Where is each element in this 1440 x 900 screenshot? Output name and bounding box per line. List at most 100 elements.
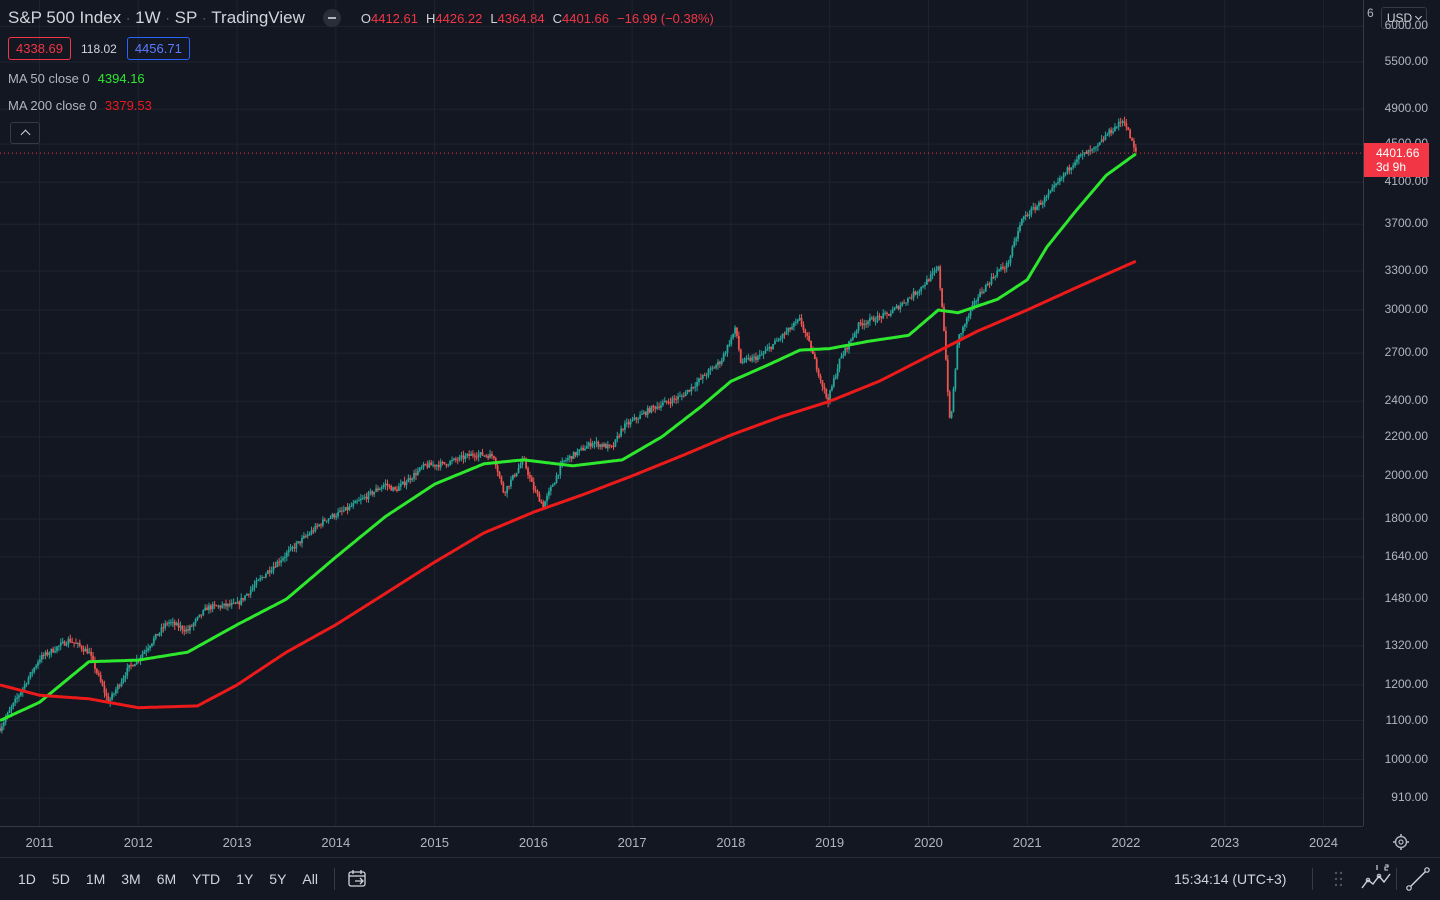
bar-countdown: 3d 9h [1376, 160, 1407, 175]
price-bar-body [59, 642, 62, 646]
close-value: 4401.66 [562, 10, 609, 26]
price-bar-body [1081, 153, 1084, 155]
price-bar-body [574, 452, 577, 456]
price-bar-body [141, 653, 144, 658]
low-label: L [490, 10, 498, 26]
hide-legend-icon[interactable] [322, 9, 341, 27]
price-bar-body [703, 375, 706, 377]
price-bar-body [38, 659, 41, 663]
price-bar-body [426, 464, 429, 468]
price-bar-body [893, 307, 896, 310]
price-bar-body [1085, 152, 1088, 154]
price-bar-body [439, 461, 442, 468]
price-bar-body [612, 445, 615, 447]
price-bar-body [905, 302, 907, 304]
price-bar-body [86, 648, 89, 654]
price-bar-body [1020, 219, 1023, 225]
ma200-line [0, 259, 1137, 710]
price-bar-body [217, 605, 220, 607]
exchange-label: SP [174, 8, 198, 27]
price-bar-body [872, 317, 875, 322]
price-bar-body [563, 460, 566, 462]
price-bar-body [363, 496, 366, 498]
price-bar-body [1019, 224, 1021, 232]
price-bar-body [796, 319, 799, 322]
ma50-line [0, 152, 1137, 722]
price-bar-body [27, 677, 30, 684]
time-axis[interactable]: 2011 2012 2013 2014 2015 2016 2017 2018 2019 2020… [0, 826, 1363, 856]
price-bar-body [929, 274, 932, 282]
range-button-5y[interactable]: 5Y [269, 871, 287, 887]
price-bar-body [420, 467, 423, 469]
price-bar-body [924, 284, 926, 287]
price-bar-body [823, 386, 826, 390]
price-bar-body [432, 464, 434, 466]
price-bar-body [633, 417, 636, 420]
range-button-5d[interactable]: 5D [51, 871, 70, 887]
price-bar-body [880, 316, 883, 319]
price-bar-body [882, 313, 885, 319]
price-bar-body [466, 454, 469, 456]
price-bar-body [855, 330, 858, 334]
price-bar-body [308, 533, 311, 535]
chart-pane[interactable]: S&P 500 Index · 1W · SP · TradingView O … [0, 0, 1363, 826]
chart-canvas[interactable] [0, 0, 1363, 826]
range-button-ytd[interactable]: YTD [192, 871, 221, 887]
price-bar-body [415, 473, 417, 476]
price-bar-body [506, 486, 509, 493]
price-bar-body [223, 603, 226, 606]
ma200-legend[interactable]: MA 200 close 0 3379.53 [8, 98, 152, 113]
price-bar-body [251, 587, 254, 590]
range-button-3m[interactable]: 3M [121, 871, 141, 887]
trend-line-icon[interactable] [1405, 866, 1431, 892]
range-button-1m[interactable]: 1M [85, 871, 106, 887]
clock[interactable]: 15:34:14 (UTC+3) [1174, 871, 1287, 887]
price-bar-body [390, 485, 393, 491]
price-bar-body [952, 388, 955, 412]
price-bar-body [603, 443, 605, 447]
price-bar-body [481, 452, 484, 456]
symbol-title[interactable]: S&P 500 Index [8, 8, 122, 27]
price-label: 1320.00 [1384, 637, 1428, 652]
price-bar-body [747, 358, 750, 360]
price-bar-body [253, 584, 256, 588]
price-bar-body [599, 444, 602, 447]
range-button-1d[interactable]: 1D [18, 871, 36, 887]
price-scale[interactable]: 6 USD 6000.005500.004900.004500.004100.0… [1363, 0, 1440, 826]
ma50-legend[interactable]: MA 50 close 0 4394.16 [8, 71, 145, 86]
price-bar-body [500, 476, 503, 483]
price-bar-body [793, 323, 795, 327]
price-bar-body [84, 648, 87, 652]
gear-icon[interactable] [1392, 833, 1410, 851]
interval-label[interactable]: 1W [135, 8, 161, 27]
range-button-6m[interactable]: 6M [156, 871, 177, 887]
price-bar-body [1057, 181, 1059, 184]
price-bar-body [350, 506, 353, 508]
drag-handle-icon[interactable] [1334, 870, 1344, 888]
toolbar-divider [1396, 868, 1397, 890]
range-button-all[interactable]: All [302, 871, 318, 887]
price-bar-body [99, 675, 102, 682]
collapse-legend-button[interactable] [10, 122, 40, 144]
calendar-goto-icon[interactable] [347, 869, 369, 889]
price-bar-body [18, 695, 20, 698]
price-bar-body [1036, 206, 1038, 210]
range-button-1y[interactable]: 1Y [236, 871, 254, 887]
price-bar-body [874, 321, 877, 323]
price-bar-body [986, 283, 989, 286]
buy-button[interactable]: 4456.71 [126, 37, 190, 60]
price-bar-body [950, 411, 953, 418]
price-bar-body [145, 650, 148, 652]
price-bar-body [388, 485, 391, 487]
price-bar-body [601, 444, 604, 447]
price-bar-body [1032, 207, 1035, 209]
price-bar-body [663, 400, 666, 403]
price-bar-body [1106, 134, 1109, 136]
price-bar-body [132, 665, 134, 667]
price-bar-body [128, 664, 131, 668]
compare-chart-icon[interactable] [1360, 863, 1392, 893]
price-bar-body [272, 566, 275, 571]
price-bar-body [540, 501, 543, 503]
sell-button[interactable]: 4338.69 [8, 37, 71, 60]
currency-select[interactable]: USD [1381, 7, 1427, 29]
